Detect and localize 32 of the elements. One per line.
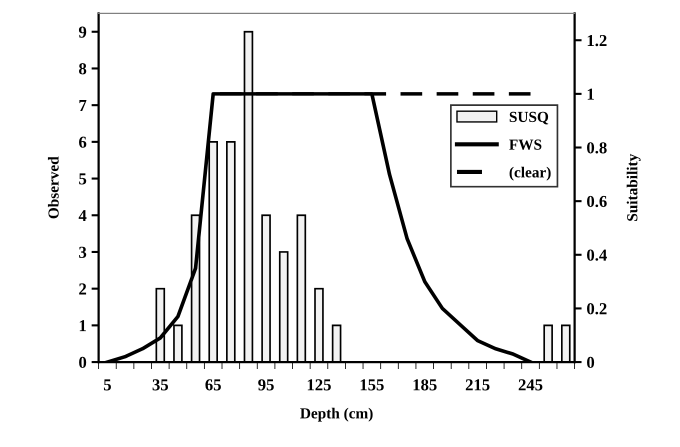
legend-label: FWS	[509, 140, 542, 150]
y-tick-label: 1	[80, 320, 86, 332]
x-tick-label: 95	[258, 379, 274, 390]
y-axis-title: Observed	[48, 156, 59, 218]
x-tick-label: 245	[518, 379, 542, 390]
y2-tick-label: 1	[588, 88, 594, 100]
x-tick-label: 5	[104, 379, 111, 390]
x-tick-label: 125	[308, 379, 331, 390]
legend-label: SUSQ	[510, 112, 548, 124]
y2-tick-label: 0.2	[587, 303, 607, 314]
y-tick-label: 4	[78, 210, 86, 222]
y2-tick-label: 1.2	[588, 34, 607, 46]
x-tick-label: 65	[205, 379, 221, 390]
y-tick-label: 0	[79, 356, 86, 368]
y-tick-label: 7	[79, 100, 86, 111]
x-tick-label: 185	[414, 379, 437, 390]
y2-tick-label: 0.6	[587, 196, 607, 208]
y2-tick-label: 0.4	[587, 249, 607, 261]
y-tick-label: 5	[79, 173, 86, 185]
y2-tick-label: 0	[587, 356, 594, 368]
y-tick-label: 6	[79, 136, 86, 148]
x-tick-label: 35	[152, 379, 168, 390]
y-tick-label: 9	[78, 26, 86, 38]
y-tick-label: 8	[79, 63, 86, 74]
legend-label: (clear)	[510, 166, 551, 181]
y2-tick-label: 0.8	[587, 142, 607, 154]
y-tick-label: 2	[79, 283, 86, 294]
x-axis-title: Depth (cm)	[300, 408, 373, 422]
x-tick-label: 155	[360, 379, 384, 390]
x-tick-label: 215	[466, 379, 490, 390]
y-tick-label: 3	[79, 246, 86, 258]
y2-axis-title: Suitability	[626, 154, 641, 221]
